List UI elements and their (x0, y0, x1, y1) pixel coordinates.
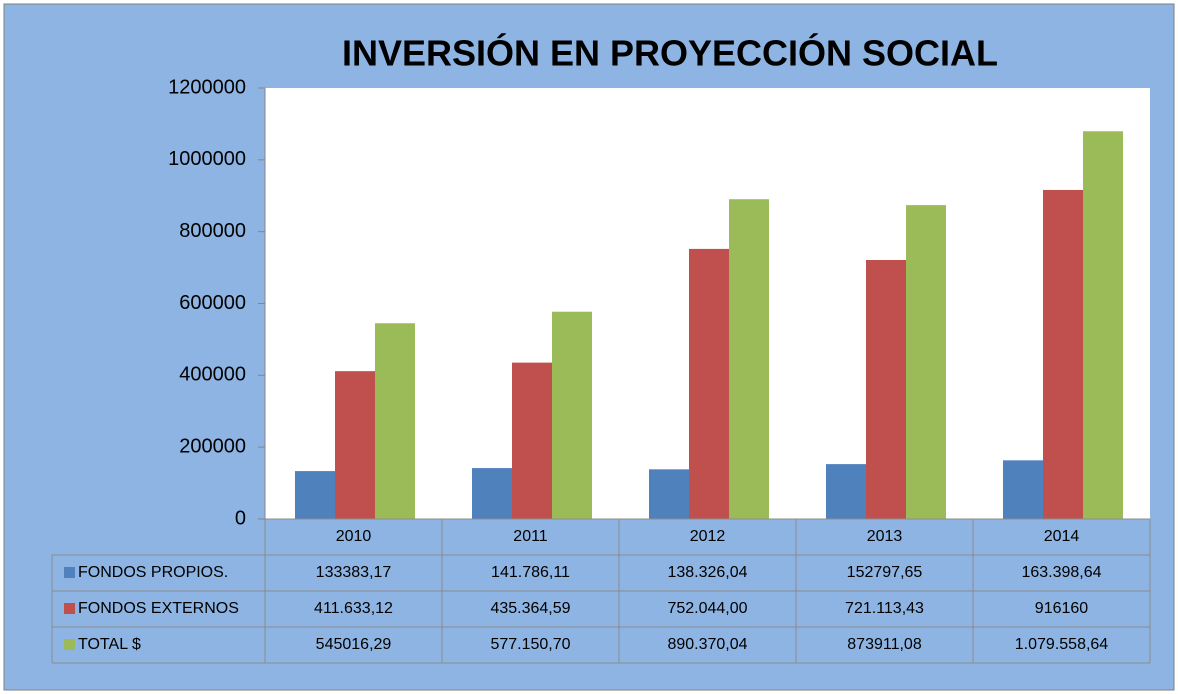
y-tick-label: 1200000 (168, 76, 246, 98)
legend-label: FONDOS EXTERNOS (78, 600, 239, 617)
x-tick-label: 2011 (513, 528, 548, 545)
data-label: 577.150,70 (490, 636, 570, 653)
data-label: 890.370,04 (667, 636, 747, 653)
y-tick-label: 600000 (179, 292, 246, 314)
x-tick-label: 2010 (336, 528, 372, 545)
legend-key (64, 567, 75, 578)
data-label: 435.364,59 (490, 600, 570, 617)
data-label: 1.079.558,64 (1015, 636, 1109, 653)
legend-label: FONDOS PROPIOS. (78, 564, 228, 581)
bar (472, 468, 512, 519)
legend-key (64, 603, 75, 614)
y-tick-label: 400000 (179, 364, 246, 386)
y-tick-label: 0 (235, 507, 246, 529)
x-tick-label: 2013 (867, 528, 903, 545)
x-tick-label: 2014 (1044, 528, 1080, 545)
bar (552, 311, 592, 519)
bar (1003, 460, 1043, 519)
data-label: 721.113,43 (845, 600, 924, 617)
bar (866, 260, 906, 519)
legend-key (64, 639, 75, 650)
bar (295, 471, 335, 519)
bar (689, 248, 729, 519)
y-tick-label: 800000 (179, 220, 246, 242)
bar (649, 469, 689, 519)
data-label: 411.633,12 (314, 600, 393, 617)
data-label: 141.786,11 (491, 564, 570, 581)
bar (335, 371, 375, 519)
bar (1083, 131, 1123, 519)
data-label: 916160 (1035, 600, 1088, 617)
chart-title: INVERSIÓN EN PROYECCIÓN SOCIAL (342, 32, 998, 74)
x-tick-label: 2012 (690, 528, 726, 545)
bar (826, 464, 866, 519)
y-tick-label: 1000000 (168, 148, 246, 170)
bar (729, 199, 769, 520)
data-label: 545016,29 (316, 636, 392, 653)
data-label: 752.044,00 (667, 600, 747, 617)
legend-label: TOTAL $ (78, 636, 141, 653)
data-label: 163.398,64 (1021, 564, 1101, 581)
bar (375, 323, 415, 519)
bar (1043, 189, 1083, 519)
data-label: 152797,65 (847, 564, 923, 581)
data-label: 873911,08 (847, 636, 922, 653)
y-tick-label: 200000 (179, 435, 246, 457)
data-label: 133383,17 (316, 564, 392, 581)
data-label: 138.326,04 (667, 564, 747, 581)
bar (512, 362, 552, 519)
bar (906, 205, 946, 519)
